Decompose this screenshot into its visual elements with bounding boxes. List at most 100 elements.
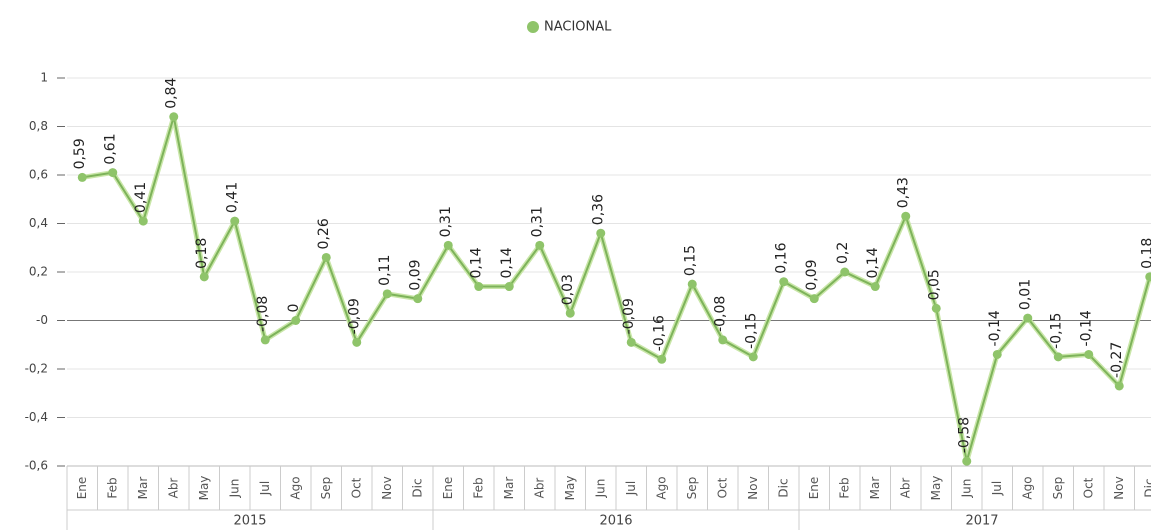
data-label: 0,01 [1018, 279, 1034, 310]
data-label: 0,26 [316, 218, 332, 249]
x-tick-label: Jun [227, 479, 241, 499]
x-tick-label: Feb [105, 477, 119, 498]
point [77, 172, 87, 182]
data-label: -0,09 [347, 298, 363, 334]
point [108, 168, 118, 178]
x-tick-label: Ene [441, 477, 455, 500]
point [504, 282, 514, 292]
data-label: 0,14 [469, 247, 485, 278]
y-tick-label: -0,2 [25, 362, 48, 376]
data-label: 0,59 [72, 138, 88, 169]
data-label: 0,18 [194, 238, 210, 269]
group-label: 2017 [965, 514, 998, 529]
data-label: 0,2 [835, 242, 851, 264]
data-label: 0,36 [591, 194, 607, 225]
y-tick-label: 0,8 [29, 119, 48, 133]
data-label: 0,31 [438, 206, 454, 237]
point [901, 211, 911, 221]
data-label: 0,43 [896, 177, 912, 208]
point [321, 252, 331, 262]
point [626, 337, 636, 347]
y-tick-label: 0,4 [29, 216, 48, 230]
point [931, 303, 941, 313]
data-label: 0 [286, 304, 302, 313]
point [657, 354, 667, 364]
data-label: -0,14 [1079, 310, 1095, 346]
x-tick-label: Nov [380, 476, 394, 499]
point [840, 267, 850, 277]
data-label: 0,84 [164, 78, 180, 109]
y-tick-label: -0 [36, 313, 48, 327]
data-label: -0,15 [743, 313, 759, 349]
group-label: 2015 [233, 514, 266, 529]
x-tick-label: Oct [1081, 477, 1095, 498]
x-tick-label: Abr [166, 478, 180, 499]
data-label: -0,08 [255, 296, 271, 332]
x-tick-label: Nov [746, 476, 760, 499]
x-tick-label: May [929, 476, 943, 501]
x-tick-label: Jul [990, 481, 1004, 496]
x-tick-label: Jun [593, 479, 607, 499]
point [138, 216, 148, 226]
point [992, 349, 1002, 359]
data-label: 0,18 [1140, 238, 1151, 269]
point [596, 228, 606, 238]
x-tick-label: Ene [807, 477, 821, 500]
point [565, 308, 575, 318]
point [230, 216, 240, 226]
x-tick-label: Sep [685, 477, 699, 500]
data-label: 0,41 [133, 182, 149, 213]
y-tick-label: -0,4 [25, 410, 48, 424]
x-tick-label: Dic [776, 478, 790, 497]
y-tick-label: 0,2 [29, 265, 48, 279]
point [382, 289, 392, 299]
point [870, 282, 880, 292]
x-tick-label: Sep [1051, 477, 1065, 500]
point [748, 352, 758, 362]
y-tick-label: 0,6 [29, 168, 48, 182]
x-tick-label: Ago [1020, 476, 1034, 499]
data-label: 0,16 [774, 242, 790, 273]
x-tick-label: May [563, 476, 577, 501]
point [260, 335, 270, 345]
data-label: 0,31 [530, 206, 546, 237]
point [1053, 352, 1063, 362]
data-label: 0,14 [865, 247, 881, 278]
x-tick-label: Dic [1142, 478, 1151, 497]
point [291, 316, 301, 325]
x-tick-label: Sep [319, 477, 333, 500]
x-tick-label: Jun [959, 479, 973, 499]
legend-marker [527, 21, 539, 33]
data-label: 0,15 [682, 245, 698, 276]
data-label: 0,41 [225, 182, 241, 213]
x-tick-label: Ene [75, 477, 89, 500]
point [1023, 313, 1033, 323]
group-label: 2016 [599, 514, 632, 529]
point [443, 240, 453, 250]
x-tick-label: Jul [624, 481, 638, 496]
point [352, 337, 362, 347]
x-tick-label: Ago [654, 476, 668, 499]
y-tick-label: -0,6 [25, 459, 48, 473]
x-tick-label: Abr [532, 478, 546, 499]
data-label: 0,11 [377, 255, 393, 286]
x-tick-label: Mar [136, 477, 150, 500]
point [809, 294, 819, 304]
x-tick-label: Feb [471, 477, 485, 498]
x-tick-label: Jul [258, 481, 272, 496]
data-label: 0,09 [408, 260, 424, 291]
data-label: -0,08 [713, 296, 729, 332]
point [962, 456, 972, 466]
y-tick-label: 1 [40, 71, 48, 85]
point [413, 294, 423, 304]
point [1114, 381, 1124, 391]
data-label: -0,16 [652, 315, 668, 351]
x-tick-label: Mar [502, 477, 516, 500]
point [474, 282, 484, 292]
legend-label: NACIONAL [544, 20, 612, 35]
x-tick-label: Mar [868, 477, 882, 500]
point [779, 277, 789, 287]
x-tick-label: Oct [349, 477, 363, 498]
x-tick-label: Nov [1112, 476, 1126, 499]
